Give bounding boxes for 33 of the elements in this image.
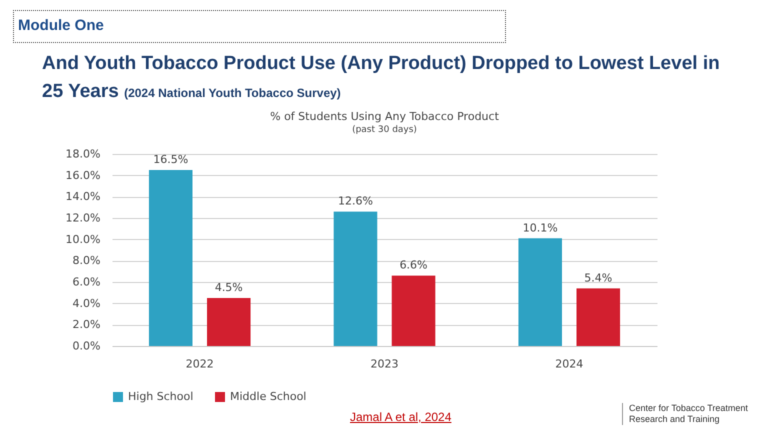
- y-tick-label: 12.0%: [66, 212, 100, 224]
- bar: [392, 276, 436, 346]
- text: (past 30 days): [352, 125, 417, 135]
- bar: [207, 298, 251, 346]
- bar: [148, 170, 192, 346]
- y-tick-label: 6.0%: [72, 276, 100, 288]
- x-tick-label: 2022: [186, 358, 214, 370]
- y-tick-label: 2.0%: [72, 318, 100, 332]
- bar: [576, 288, 620, 346]
- legend-label: Middle School: [230, 390, 306, 403]
- data-label: 5.4%: [584, 271, 612, 284]
- legend-label: High School: [128, 390, 194, 403]
- chart-subtitle: % of Students Using Any Tobacco Product: [270, 110, 500, 123]
- text: Center for Tobacco Treatment Research and Training: [622, 403, 759, 425]
- y-tick-label: 4.0%: [72, 296, 100, 310]
- text: (2024 National Youth Tobacco Survey): [124, 86, 341, 100]
- y-tick-label: 16.0%: [66, 168, 100, 182]
- x-tick-label: 2023: [370, 358, 398, 370]
- y-tick-label: 14.0%: [66, 190, 100, 204]
- y-tick-label: 0.0%: [72, 340, 100, 352]
- y-tick-label: 10.0%: [66, 232, 100, 246]
- bar: [518, 238, 562, 346]
- data-label: 16.5%: [153, 153, 188, 166]
- data-label: 10.1%: [522, 221, 558, 234]
- y-tick-label: 18.0%: [66, 148, 100, 160]
- text: Module One: [13, 10, 506, 43]
- text: Jamal A et al, 2024: [350, 410, 452, 424]
- data-label: 12.6%: [338, 194, 373, 208]
- x-tick-label: 2024: [555, 358, 584, 370]
- bar: [334, 212, 378, 346]
- data-label: 4.5%: [214, 281, 243, 294]
- y-tick-label: 8.0%: [72, 254, 100, 268]
- data-label: 6.6%: [400, 258, 428, 272]
